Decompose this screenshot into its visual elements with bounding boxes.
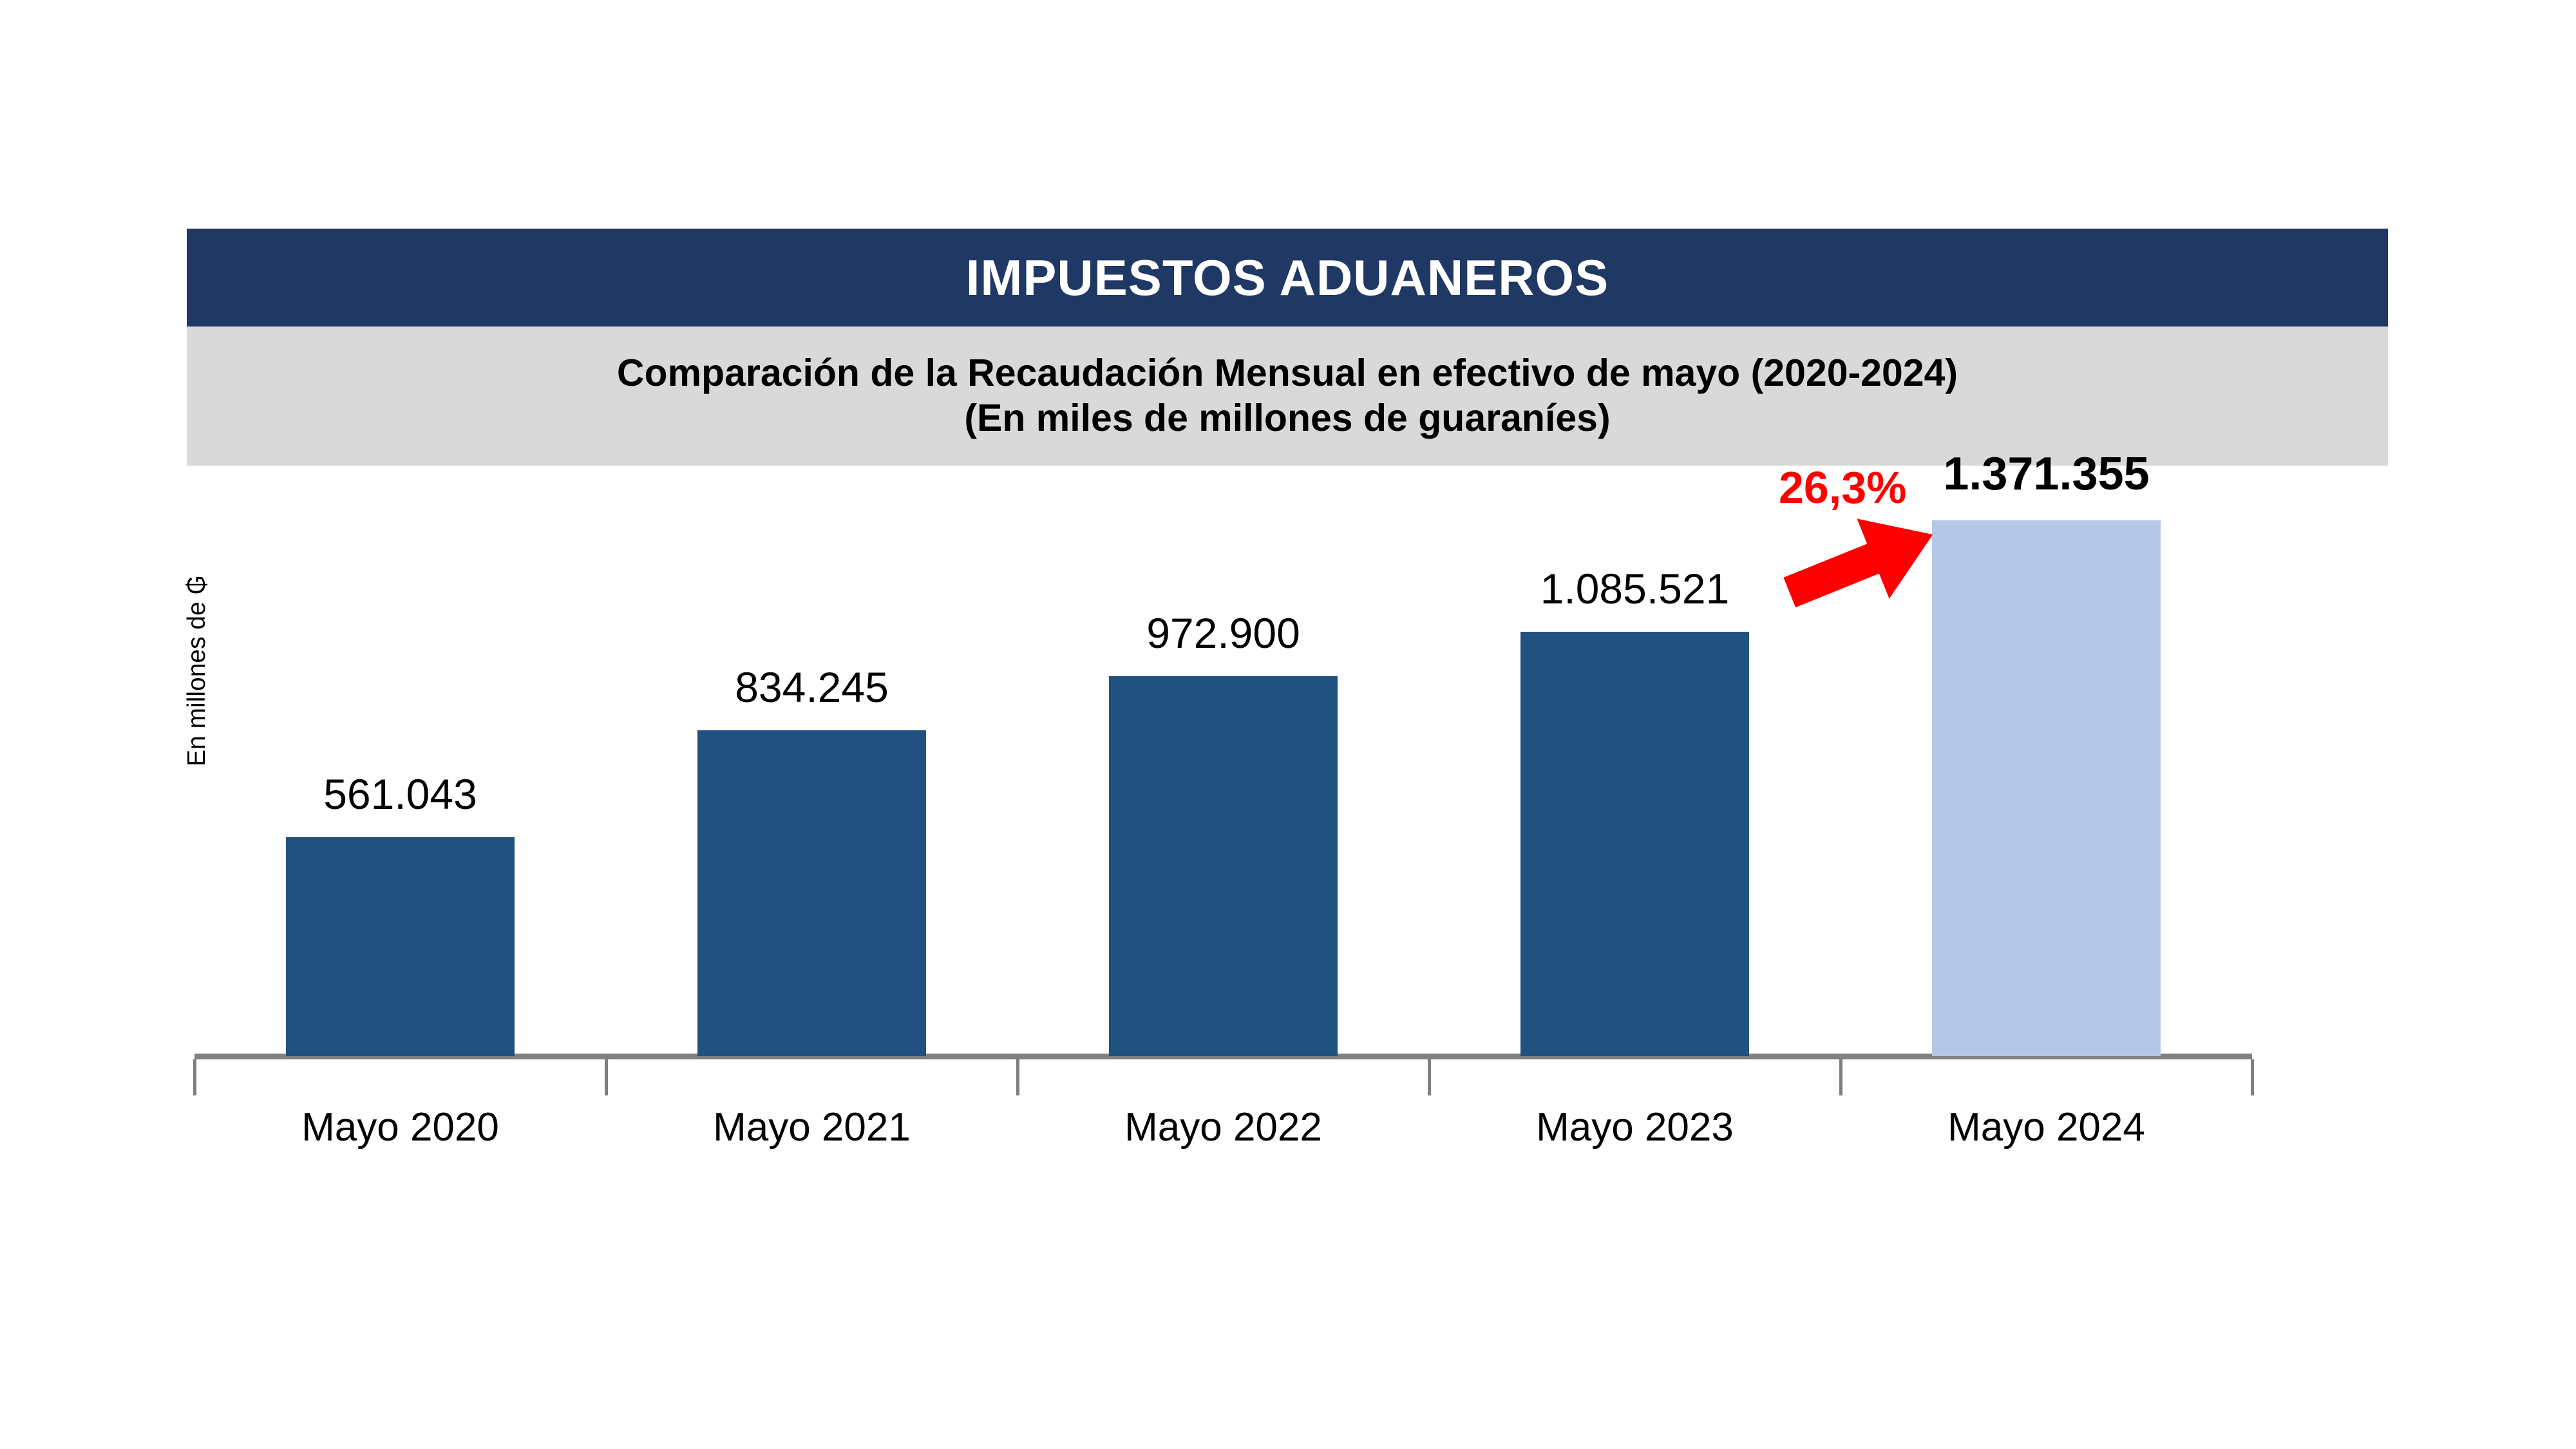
up-right-arrow-icon — [1783, 518, 1933, 608]
x-axis-tick — [605, 1059, 608, 1095]
bar-value-label: 1.085.521 — [1540, 565, 1730, 612]
growth-percentage-label: 26,3% — [1779, 462, 1907, 513]
x-axis-tick — [1016, 1059, 1019, 1095]
x-axis-tick — [1839, 1059, 1842, 1095]
bar-value-label: 972.900 — [1146, 609, 1300, 657]
chart-subtitle-line1: Comparación de la Recaudación Mensual en… — [616, 352, 1958, 395]
x-axis-line — [194, 1054, 2252, 1059]
bar[interactable] — [286, 837, 515, 1056]
y-axis-label: En millones de ₲ — [183, 575, 211, 766]
bar-value-label: 1.371.355 — [1943, 448, 2150, 500]
bar-value-label: 561.043 — [323, 770, 477, 818]
chart-title: IMPUESTOS ADUANEROS — [965, 249, 1609, 306]
bar[interactable] — [1932, 520, 2161, 1056]
bar[interactable] — [1520, 632, 1749, 1056]
x-axis-category-label: Mayo 2024 — [1947, 1105, 2145, 1150]
chart-title-band: IMPUESTOS ADUANEROS — [187, 229, 2388, 327]
bar-value-label: 834.245 — [735, 663, 889, 711]
x-axis-category-label: Mayo 2023 — [1536, 1105, 1734, 1150]
x-axis-tick — [2251, 1059, 2254, 1095]
chart-subtitle-band: Comparación de la Recaudación Mensual en… — [187, 327, 2388, 466]
x-axis-category-label: Mayo 2021 — [713, 1105, 911, 1150]
x-axis-tick — [1428, 1059, 1431, 1095]
bar[interactable] — [1109, 676, 1338, 1056]
chart-subtitle-line2: (En miles de millones de guaraníes) — [964, 397, 1611, 439]
x-axis-category-label: Mayo 2022 — [1124, 1105, 1322, 1150]
bar[interactable] — [697, 730, 926, 1056]
x-axis-tick — [193, 1059, 196, 1095]
x-axis-category-label: Mayo 2020 — [301, 1105, 499, 1150]
